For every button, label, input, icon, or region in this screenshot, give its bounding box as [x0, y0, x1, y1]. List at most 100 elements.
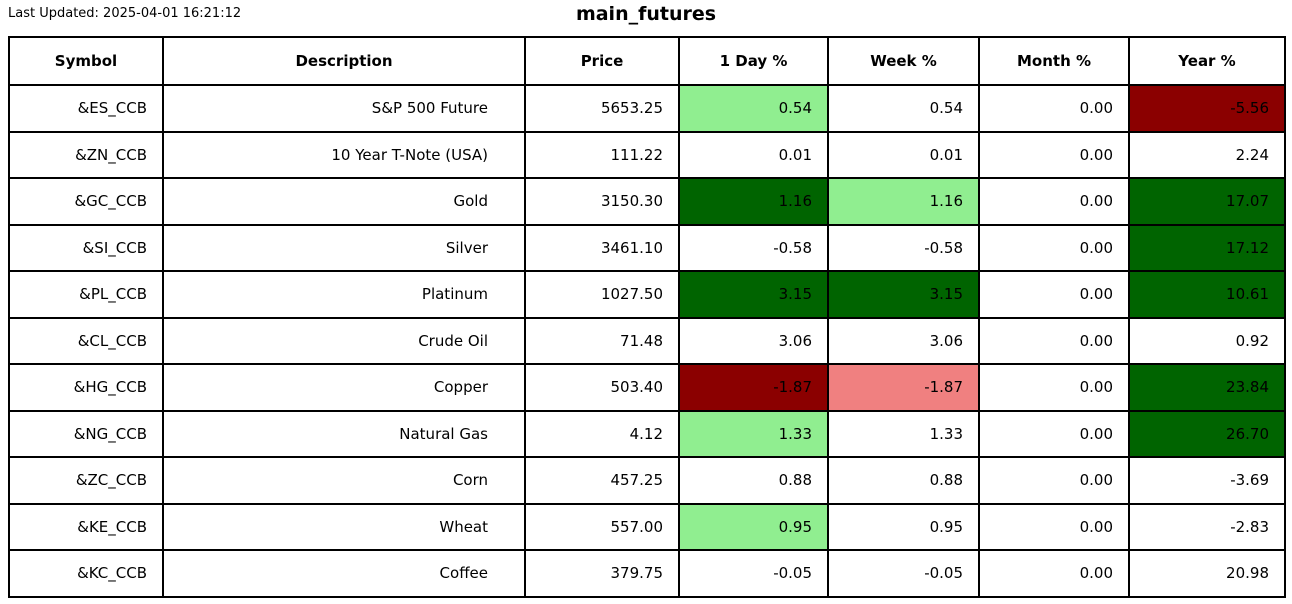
month-pct-cell: 0.00	[978, 270, 1130, 319]
week-pct-cell: 0.01	[827, 130, 980, 179]
day-pct-cell: 1.16	[678, 177, 829, 226]
week-pct-cell: 0.88	[827, 456, 980, 505]
month-pct-cell: 0.00	[978, 549, 1130, 598]
table-row: &ZC_CCB Corn 457.25 0.88 0.88 0.00 -3.69	[8, 456, 1286, 505]
week-pct-cell: 1.16	[827, 177, 980, 226]
price-cell: 111.22	[524, 130, 680, 179]
year-pct-cell: 2.24	[1128, 130, 1286, 179]
symbol-cell: &KC_CCB	[8, 549, 164, 598]
year-pct-cell: 20.98	[1128, 549, 1286, 598]
year-pct-cell: 17.07	[1128, 177, 1286, 226]
column-header-month-pct: Month %	[978, 36, 1130, 86]
description-cell: S&P 500 Future	[162, 84, 526, 133]
description-cell: Corn	[162, 456, 526, 505]
price-cell: 557.00	[524, 502, 680, 551]
month-pct-cell: 0.00	[978, 177, 1130, 226]
month-pct-cell: 0.00	[978, 456, 1130, 505]
day-pct-cell: -0.05	[678, 549, 829, 598]
year-pct-cell: 17.12	[1128, 223, 1286, 272]
futures-table: Symbol Description Price 1 Day % Week % Month…	[8, 36, 1286, 598]
symbol-cell: &KE_CCB	[8, 502, 164, 551]
year-pct-cell: 10.61	[1128, 270, 1286, 319]
week-pct-cell: 3.06	[827, 316, 980, 365]
year-pct-cell: -2.83	[1128, 502, 1286, 551]
day-pct-cell: 0.01	[678, 130, 829, 179]
description-cell: Platinum	[162, 270, 526, 319]
table-body: &ES_CCB S&P 500 Future 5653.25 0.54 0.54 0.00…	[8, 84, 1286, 598]
table-row: &NG_CCB Natural Gas 4.12 1.33 1.33 0.00 26.70	[8, 409, 1286, 458]
week-pct-cell: -0.05	[827, 549, 980, 598]
year-pct-cell: 26.70	[1128, 409, 1286, 458]
table-row: &GC_CCB Gold 3150.30 1.16 1.16 0.00 17.07	[8, 177, 1286, 226]
table-row: &SI_CCB Silver 3461.10 -0.58 -0.58 0.00 17.12	[8, 223, 1286, 272]
column-header-symbol: Symbol	[8, 36, 164, 86]
day-pct-cell: -0.58	[678, 223, 829, 272]
table-row: &KE_CCB Wheat 557.00 0.95 0.95 0.00 -2.83	[8, 502, 1286, 551]
table-header-row: Symbol Description Price 1 Day % Week % Month…	[8, 36, 1286, 86]
column-header-year-pct: Year %	[1128, 36, 1286, 86]
description-cell: Gold	[162, 177, 526, 226]
symbol-cell: &ES_CCB	[8, 84, 164, 133]
week-pct-cell: 0.54	[827, 84, 980, 133]
table-row: &ZN_CCB 10 Year T-Note (USA) 111.22 0.01 0.0…	[8, 130, 1286, 179]
month-pct-cell: 0.00	[978, 130, 1130, 179]
week-pct-cell: 3.15	[827, 270, 980, 319]
symbol-cell: &HG_CCB	[8, 363, 164, 412]
month-pct-cell: 0.00	[978, 502, 1130, 551]
week-pct-cell: 0.95	[827, 502, 980, 551]
day-pct-cell: 0.54	[678, 84, 829, 133]
month-pct-cell: 0.00	[978, 409, 1130, 458]
symbol-cell: &SI_CCB	[8, 223, 164, 272]
price-cell: 3150.30	[524, 177, 680, 226]
price-cell: 379.75	[524, 549, 680, 598]
year-pct-cell: 0.92	[1128, 316, 1286, 365]
day-pct-cell: 1.33	[678, 409, 829, 458]
week-pct-cell: -1.87	[827, 363, 980, 412]
month-pct-cell: 0.00	[978, 84, 1130, 133]
week-pct-cell: -0.58	[827, 223, 980, 272]
price-cell: 71.48	[524, 316, 680, 365]
table-row: &HG_CCB Copper 503.40 -1.87 -1.87 0.00 23.84	[8, 363, 1286, 412]
symbol-cell: &CL_CCB	[8, 316, 164, 365]
price-cell: 3461.10	[524, 223, 680, 272]
symbol-cell: &NG_CCB	[8, 409, 164, 458]
symbol-cell: &GC_CCB	[8, 177, 164, 226]
description-cell: Crude Oil	[162, 316, 526, 365]
column-header-description: Description	[162, 36, 526, 86]
price-cell: 1027.50	[524, 270, 680, 319]
symbol-cell: &PL_CCB	[8, 270, 164, 319]
page-title: main_futures	[575, 3, 717, 25]
year-pct-cell: -3.69	[1128, 456, 1286, 505]
price-cell: 4.12	[524, 409, 680, 458]
price-cell: 457.25	[524, 456, 680, 505]
description-cell: Wheat	[162, 502, 526, 551]
day-pct-cell: -1.87	[678, 363, 829, 412]
description-cell: Silver	[162, 223, 526, 272]
last-updated-timestamp: Last Updated: 2025-04-01 16:21:12	[8, 6, 242, 21]
month-pct-cell: 0.00	[978, 363, 1130, 412]
description-cell: 10 Year T-Note (USA)	[162, 130, 526, 179]
day-pct-cell: 0.88	[678, 456, 829, 505]
price-cell: 503.40	[524, 363, 680, 412]
day-pct-cell: 3.15	[678, 270, 829, 319]
week-pct-cell: 1.33	[827, 409, 980, 458]
column-header-day-pct: 1 Day %	[678, 36, 829, 86]
table-row: &CL_CCB Crude Oil 71.48 3.06 3.06 0.00 0.92	[8, 316, 1286, 365]
table-row: &PL_CCB Platinum 1027.50 3.15 3.15 0.00 10.61	[8, 270, 1286, 319]
day-pct-cell: 3.06	[678, 316, 829, 365]
symbol-cell: &ZC_CCB	[8, 456, 164, 505]
description-cell: Coffee	[162, 549, 526, 598]
column-header-week-pct: Week %	[827, 36, 980, 86]
description-cell: Natural Gas	[162, 409, 526, 458]
column-header-price: Price	[524, 36, 680, 86]
day-pct-cell: 0.95	[678, 502, 829, 551]
table-row: &KC_CCB Coffee 379.75 -0.05 -0.05 0.00 20.98	[8, 549, 1286, 598]
month-pct-cell: 0.00	[978, 223, 1130, 272]
symbol-cell: &ZN_CCB	[8, 130, 164, 179]
year-pct-cell: 23.84	[1128, 363, 1286, 412]
month-pct-cell: 0.00	[978, 316, 1130, 365]
year-pct-cell: -5.56	[1128, 84, 1286, 133]
description-cell: Copper	[162, 363, 526, 412]
price-cell: 5653.25	[524, 84, 680, 133]
table-row: &ES_CCB S&P 500 Future 5653.25 0.54 0.54 0.00…	[8, 84, 1286, 133]
